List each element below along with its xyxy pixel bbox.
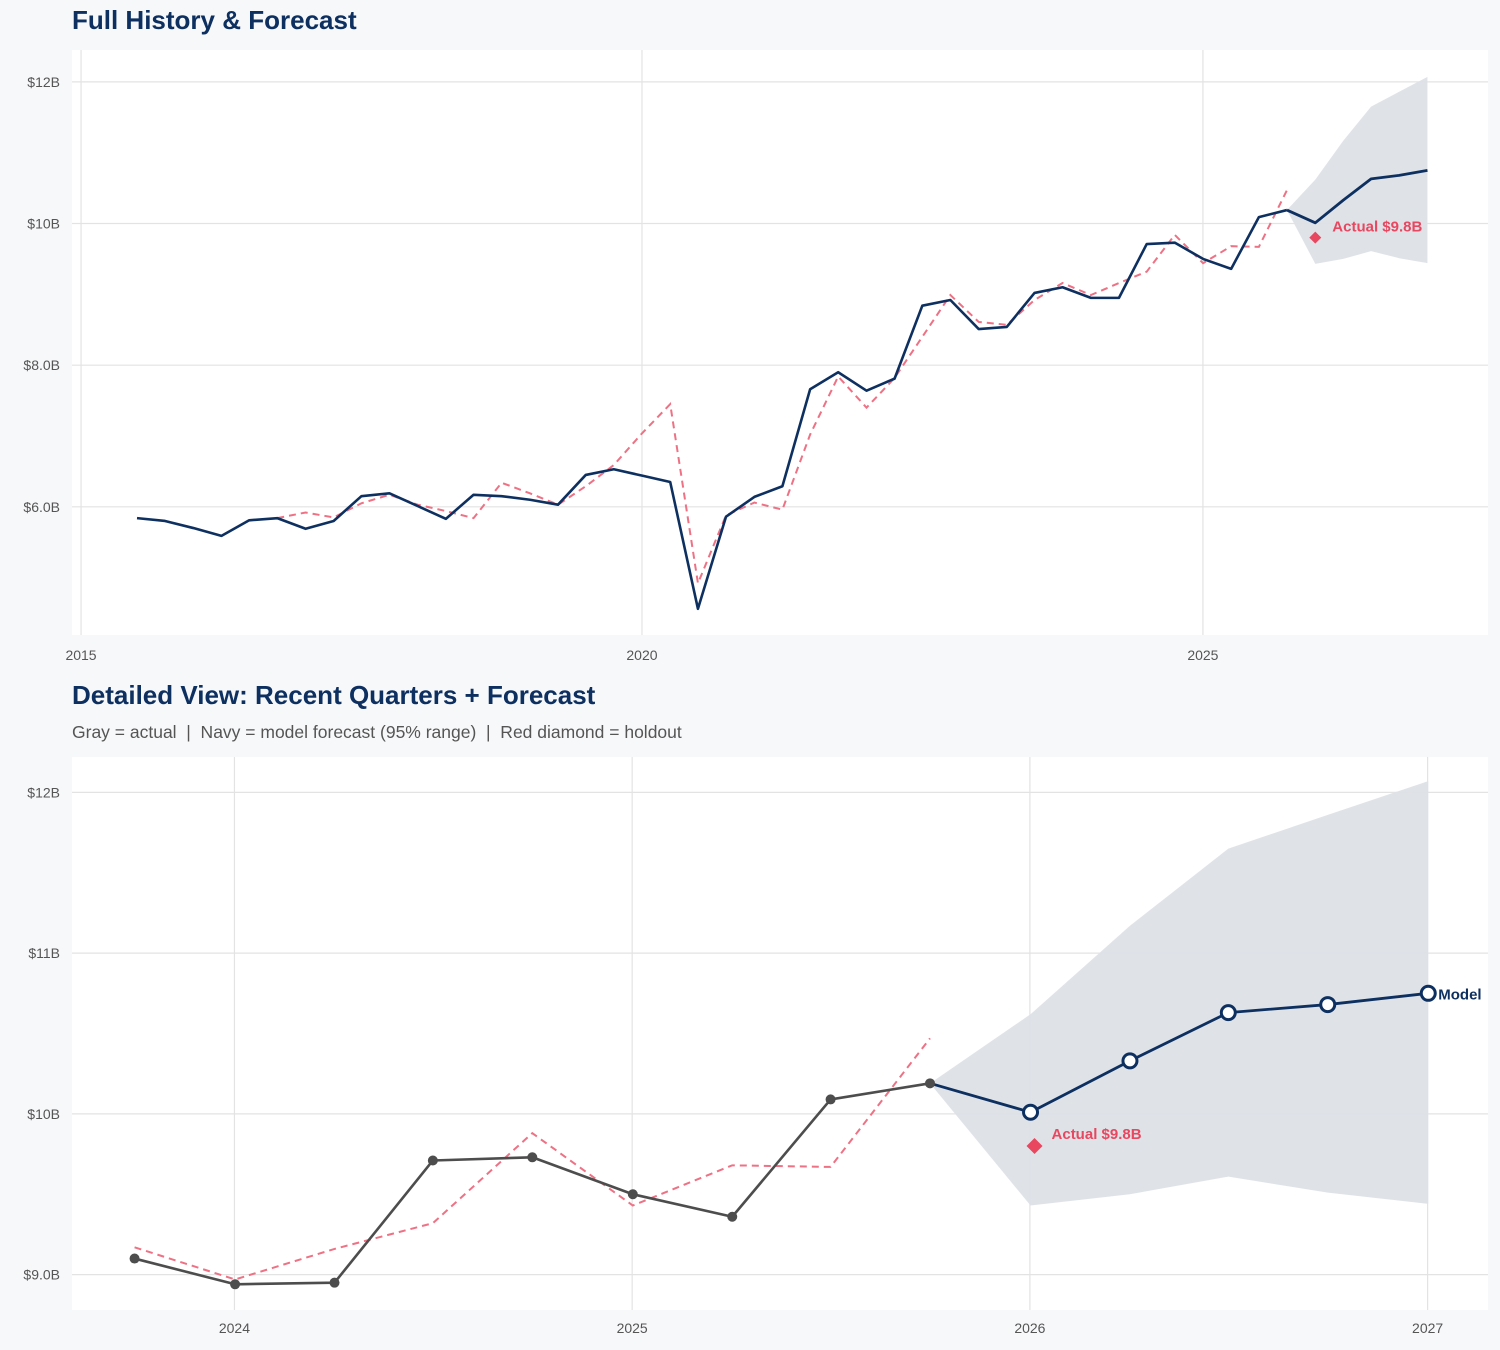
x-tick-label: 2025: [617, 1320, 648, 1336]
x-tick-label: 2024: [219, 1320, 250, 1336]
actual-point: [727, 1211, 738, 1222]
y-tick-label: $12B: [27, 784, 60, 800]
actual-point: [427, 1155, 438, 1166]
forecast-point: [1419, 984, 1437, 1002]
y-tick-label: $10B: [27, 216, 60, 232]
actual-point: [925, 1078, 936, 1089]
actual-point: [329, 1277, 340, 1288]
x-tick-label: 2027: [1412, 1320, 1443, 1336]
bottom-forecast-line: [929, 991, 1429, 1114]
top-chart: $6.0B $8.0B $10B $12B 2015 2020 2025 Actual $9.…: [23, 50, 1488, 663]
actual-point: [129, 1253, 140, 1264]
bottom-dashed-series-line: [134, 1037, 931, 1281]
actual-point: [627, 1189, 638, 1200]
holdout-label: Actual $9.8B: [1332, 219, 1422, 236]
bottom-chart-subtitle: Gray = actual | Navy = model forecast (9…: [72, 722, 682, 742]
top-plot-area: [72, 50, 1488, 635]
actual-point: [825, 1094, 836, 1105]
y-tick-label: $6.0B: [23, 499, 60, 515]
x-tick-label: 2026: [1014, 1320, 1045, 1336]
actual-point: [527, 1152, 538, 1163]
bottom-chart: $9.0B $10B $11B $12B 2024 2025 2026 2027 Model Ac…: [23, 757, 1488, 1336]
x-tick-label: 2015: [65, 647, 96, 663]
top-actual-line: [136, 208, 1288, 611]
holdout-diamond: [1309, 231, 1322, 244]
y-tick-label: $9.0B: [23, 1267, 60, 1283]
forecast-point: [1219, 1004, 1237, 1022]
forecast-point: [1121, 1052, 1139, 1070]
holdout-diamond: [1026, 1138, 1043, 1155]
top-forecast-line: [1286, 169, 1428, 225]
y-tick-label: $8.0B: [23, 357, 60, 373]
holdout-label: Actual $9.8B: [1052, 1126, 1142, 1143]
forecast-series-label: Model: [1438, 986, 1481, 1003]
y-tick-label: $12B: [27, 74, 60, 90]
y-tick-label: $10B: [27, 1106, 60, 1122]
top-chart-title: Full History & Forecast: [72, 5, 357, 35]
forecast-point: [1022, 1103, 1040, 1121]
x-tick-label: 2020: [626, 647, 657, 663]
bottom-chart-title: Detailed View: Recent Quarters + Forecas…: [72, 680, 596, 710]
forecast-point: [1319, 996, 1337, 1014]
x-tick-label: 2025: [1187, 647, 1218, 663]
actual-point: [230, 1279, 241, 1290]
y-tick-label: $11B: [28, 945, 60, 961]
